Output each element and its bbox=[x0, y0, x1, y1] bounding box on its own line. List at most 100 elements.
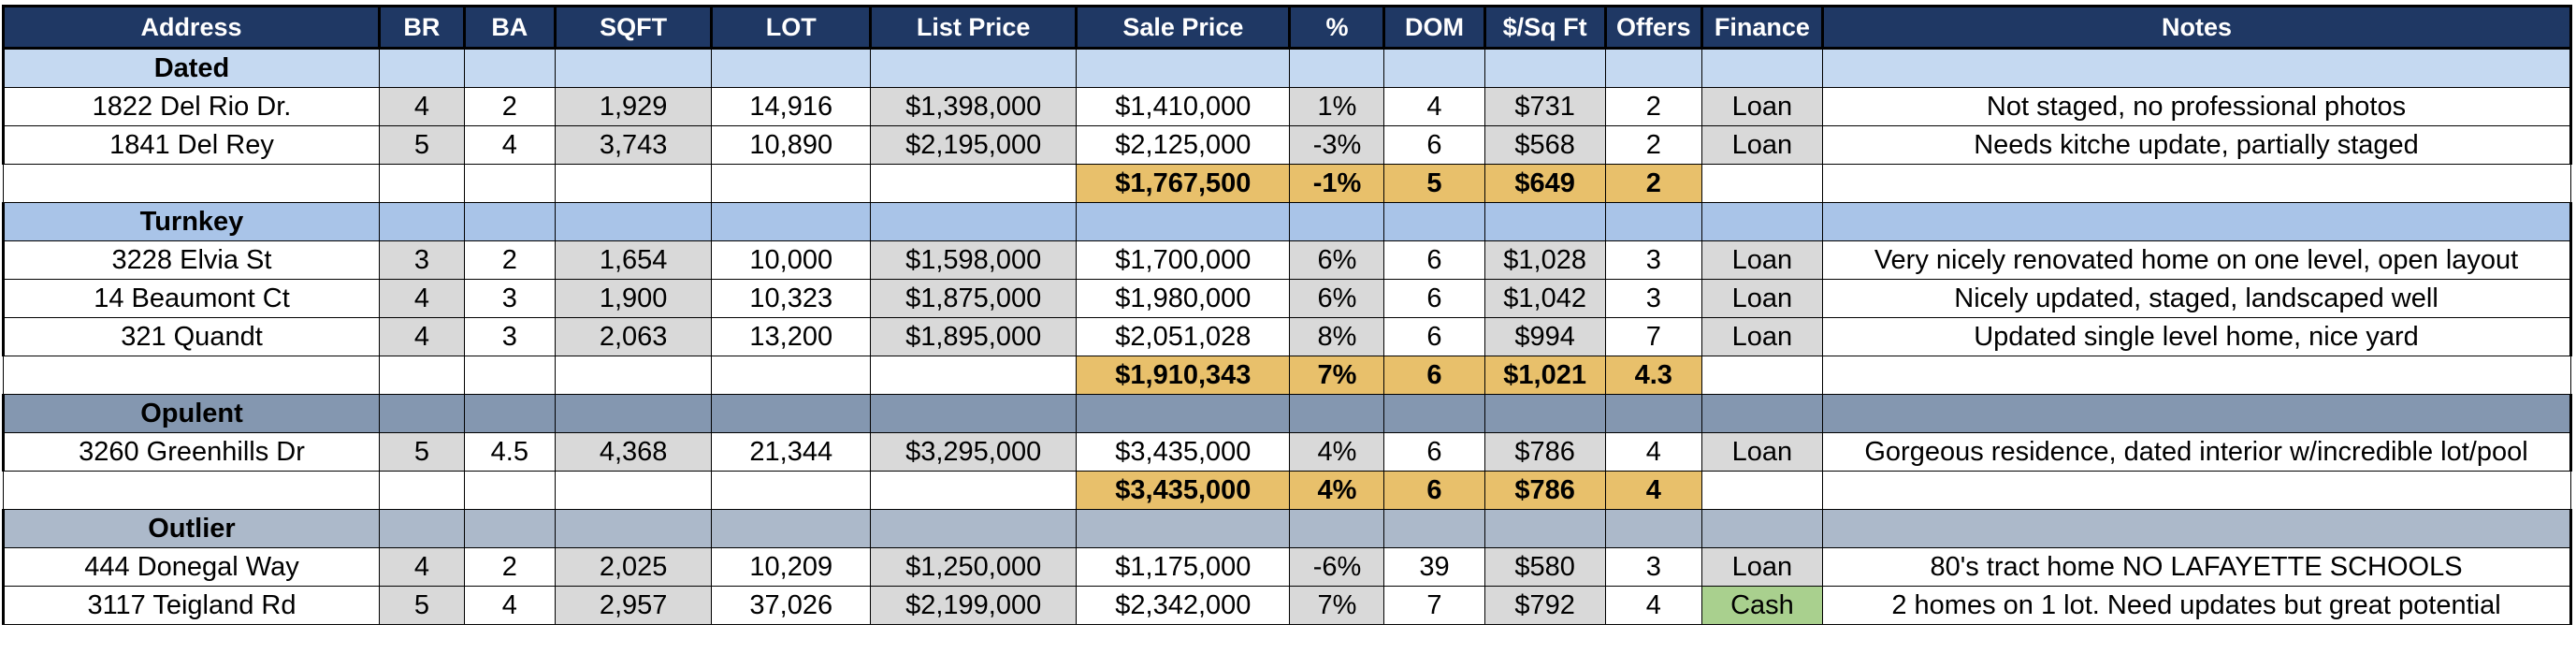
section-blank-cell[interactable] bbox=[1483, 394, 1606, 433]
section-blank-cell[interactable] bbox=[870, 509, 1078, 548]
col-header-address[interactable]: Address bbox=[2, 5, 381, 50]
section-blank-cell[interactable] bbox=[554, 202, 713, 241]
ba-cell[interactable]: 2 bbox=[463, 87, 556, 126]
finance-cell[interactable]: Loan bbox=[1700, 432, 1824, 472]
list-price-cell[interactable]: $1,598,000 bbox=[870, 240, 1078, 280]
finance-cell[interactable]: Loan bbox=[1700, 317, 1824, 356]
dom-cell[interactable]: 39 bbox=[1383, 547, 1485, 587]
finance-cell[interactable]: Loan bbox=[1700, 547, 1824, 587]
offers-cell[interactable]: 2 bbox=[1604, 125, 1702, 165]
price-per-sqft-cell[interactable]: $731 bbox=[1483, 87, 1606, 126]
price-per-sqft-cell[interactable]: $580 bbox=[1483, 547, 1606, 587]
lot-cell[interactable]: 10,000 bbox=[711, 240, 872, 280]
ba-cell[interactable]: 3 bbox=[463, 317, 556, 356]
section-blank-cell[interactable] bbox=[554, 394, 713, 433]
section-blank-cell[interactable] bbox=[378, 394, 465, 433]
col-header-notes[interactable]: Notes bbox=[1821, 5, 2572, 50]
percent-cell[interactable]: -6% bbox=[1289, 547, 1385, 587]
section-blank-cell[interactable] bbox=[1383, 48, 1485, 88]
percent-cell[interactable]: 8% bbox=[1289, 317, 1385, 356]
address-cell[interactable]: 14 Beaumont Ct bbox=[2, 279, 380, 318]
ba-cell[interactable]: 4 bbox=[463, 125, 556, 165]
col-header-dom[interactable]: DOM bbox=[1382, 5, 1486, 50]
col-header-sqft[interactable]: SQFT bbox=[553, 5, 714, 50]
br-cell[interactable]: 5 bbox=[378, 586, 465, 625]
notes-cell[interactable]: 2 homes on 1 lot. Need updates but great… bbox=[1822, 586, 2572, 625]
finance-cell[interactable]: Loan bbox=[1700, 279, 1824, 318]
avg-dom-cell[interactable]: 6 bbox=[1383, 471, 1485, 510]
address-cell[interactable]: 3260 Greenhills Dr bbox=[2, 432, 380, 472]
sqft-cell[interactable]: 3,743 bbox=[554, 125, 713, 165]
lot-cell[interactable]: 10,323 bbox=[711, 279, 872, 318]
section-blank-cell[interactable] bbox=[1383, 509, 1485, 548]
finance-cell[interactable]: Loan bbox=[1700, 87, 1824, 126]
section-blank-cell[interactable] bbox=[1076, 48, 1291, 88]
list-price-cell[interactable]: $2,195,000 bbox=[870, 125, 1078, 165]
sale-price-cell[interactable]: $1,980,000 bbox=[1076, 279, 1291, 318]
section-blank-cell[interactable] bbox=[711, 48, 872, 88]
sqft-cell[interactable]: 1,929 bbox=[554, 87, 713, 126]
section-blank-cell[interactable] bbox=[1700, 509, 1824, 548]
notes-cell[interactable]: Gorgeous residence, dated interior w/inc… bbox=[1822, 432, 2572, 472]
avg-percent-cell[interactable]: 7% bbox=[1289, 356, 1385, 395]
avg-percent-cell[interactable]: 4% bbox=[1289, 471, 1385, 510]
address-cell[interactable]: 321 Quandt bbox=[2, 317, 380, 356]
offers-cell[interactable]: 3 bbox=[1604, 279, 1702, 318]
avg-dom-cell[interactable]: 5 bbox=[1383, 164, 1485, 203]
section-blank-cell[interactable] bbox=[1822, 509, 2572, 548]
section-blank-cell[interactable] bbox=[378, 509, 465, 548]
dom-cell[interactable]: 6 bbox=[1383, 317, 1485, 356]
avg-sale-price-cell[interactable]: $1,910,343 bbox=[1076, 356, 1291, 395]
section-blank-cell[interactable] bbox=[378, 48, 465, 88]
offers-cell[interactable]: 4 bbox=[1604, 586, 1702, 625]
list-price-cell[interactable]: $1,895,000 bbox=[870, 317, 1078, 356]
address-cell[interactable]: 444 Donegal Way bbox=[2, 547, 380, 587]
sale-price-cell[interactable]: $1,410,000 bbox=[1076, 87, 1291, 126]
col-header-lot[interactable]: LOT bbox=[710, 5, 873, 50]
list-price-cell[interactable]: $1,250,000 bbox=[870, 547, 1078, 587]
notes-cell[interactable]: Not staged, no professional photos bbox=[1822, 87, 2572, 126]
list-price-cell[interactable]: $3,295,000 bbox=[870, 432, 1078, 472]
section-blank-cell[interactable] bbox=[554, 48, 713, 88]
sale-price-cell[interactable]: $3,435,000 bbox=[1076, 432, 1291, 472]
section-blank-cell[interactable] bbox=[1700, 202, 1824, 241]
notes-cell[interactable]: 80's tract home NO LAFAYETTE SCHOOLS bbox=[1822, 547, 2572, 587]
avg-price-per-sqft-cell[interactable]: $1,021 bbox=[1483, 356, 1606, 395]
price-per-sqft-cell[interactable]: $994 bbox=[1483, 317, 1606, 356]
br-cell[interactable]: 4 bbox=[378, 87, 465, 126]
sale-price-cell[interactable]: $2,342,000 bbox=[1076, 586, 1291, 625]
sale-price-cell[interactable]: $1,700,000 bbox=[1076, 240, 1291, 280]
section-blank-cell[interactable] bbox=[463, 48, 556, 88]
section-blank-cell[interactable] bbox=[1383, 202, 1485, 241]
list-price-cell[interactable]: $2,199,000 bbox=[870, 586, 1078, 625]
section-blank-cell[interactable] bbox=[1289, 394, 1385, 433]
section-blank-cell[interactable] bbox=[711, 509, 872, 548]
offers-cell[interactable]: 7 bbox=[1604, 317, 1702, 356]
finance-cell[interactable]: Loan bbox=[1700, 240, 1824, 280]
col-header-ba[interactable]: BA bbox=[462, 5, 557, 50]
price-per-sqft-cell[interactable]: $568 bbox=[1483, 125, 1606, 165]
section-blank-cell[interactable] bbox=[1604, 202, 1702, 241]
sqft-cell[interactable]: 2,025 bbox=[554, 547, 713, 587]
lot-cell[interactable]: 37,026 bbox=[711, 586, 872, 625]
sqft-cell[interactable]: 2,957 bbox=[554, 586, 713, 625]
section-blank-cell[interactable] bbox=[1076, 394, 1291, 433]
section-blank-cell[interactable] bbox=[711, 394, 872, 433]
sale-price-cell[interactable]: $2,125,000 bbox=[1076, 125, 1291, 165]
finance-cell[interactable]: Cash bbox=[1700, 586, 1824, 625]
section-title[interactable]: Opulent bbox=[2, 394, 380, 433]
br-cell[interactable]: 4 bbox=[378, 547, 465, 587]
list-price-cell[interactable]: $1,875,000 bbox=[870, 279, 1078, 318]
section-blank-cell[interactable] bbox=[1289, 509, 1385, 548]
price-per-sqft-cell[interactable]: $786 bbox=[1483, 432, 1606, 472]
avg-percent-cell[interactable]: -1% bbox=[1289, 164, 1385, 203]
percent-cell[interactable]: 6% bbox=[1289, 240, 1385, 280]
ba-cell[interactable]: 2 bbox=[463, 240, 556, 280]
price-per-sqft-cell[interactable]: $792 bbox=[1483, 586, 1606, 625]
ba-cell[interactable]: 2 bbox=[463, 547, 556, 587]
notes-cell[interactable]: Nicely updated, staged, landscaped well bbox=[1822, 279, 2572, 318]
br-cell[interactable]: 5 bbox=[378, 125, 465, 165]
finance-cell[interactable]: Loan bbox=[1700, 125, 1824, 165]
offers-cell[interactable]: 3 bbox=[1604, 547, 1702, 587]
section-blank-cell[interactable] bbox=[1822, 394, 2572, 433]
